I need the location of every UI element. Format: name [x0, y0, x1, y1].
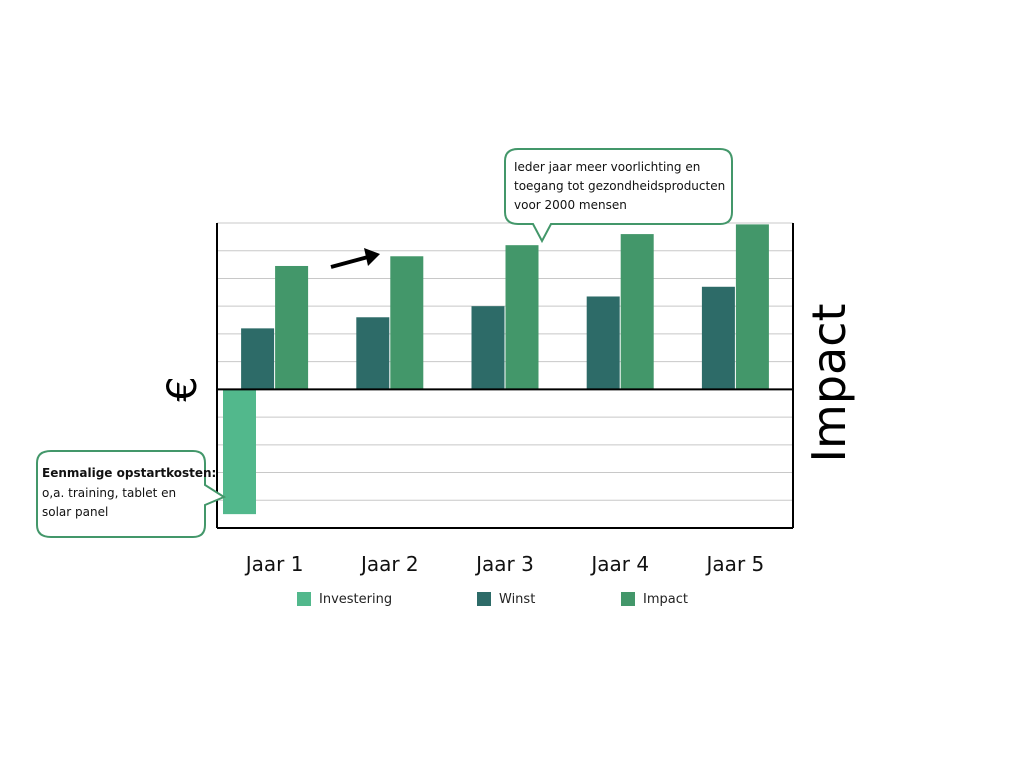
x-tick-label: Jaar 4 — [589, 552, 649, 576]
bar-impact-2 — [390, 256, 424, 390]
legend-swatch-winst — [477, 592, 491, 606]
left-callout-line-1: o,a. training, tablet en — [42, 486, 176, 500]
y-axis-label-right: Impact — [802, 303, 856, 462]
legend-label-impact: Impact — [643, 592, 688, 607]
bar-impact-5 — [735, 224, 769, 390]
x-tick-label: Jaar 1 — [244, 552, 304, 576]
x-tick-label: Jaar 2 — [359, 552, 419, 576]
top-callout-line-3: voor 2000 mensen — [514, 198, 627, 212]
top-callout-line-1: Ieder jaar meer voorlichting en — [514, 160, 700, 174]
bar-winst-4 — [586, 296, 620, 390]
bar-winst-5 — [701, 286, 735, 390]
legend: Investering Winst Impact — [297, 592, 688, 607]
bar-winst-1 — [241, 328, 275, 390]
bar-impact-1 — [275, 265, 309, 390]
legend-swatch-investering — [297, 592, 311, 606]
legend-label-winst: Winst — [499, 592, 535, 607]
legend-swatch-impact — [621, 592, 635, 606]
x-tick-label: Jaar 5 — [705, 552, 765, 576]
bar-investering-1 — [223, 389, 256, 515]
axes — [216, 223, 794, 529]
legend-label-investering: Investering — [319, 592, 392, 607]
x-tick-label: Jaar 3 — [474, 552, 534, 576]
left-callout-title: Eenmalige opstartkosten: — [42, 466, 216, 480]
bar-impact-4 — [620, 234, 654, 390]
bar-winst-2 — [356, 317, 390, 390]
left-callout: Eenmalige opstartkosten: o,a. training, … — [36, 450, 227, 538]
bar-impact-3 — [505, 245, 539, 390]
bar-winst-3 — [471, 306, 505, 390]
top-callout-line-2: toegang tot gezondheidsproducten — [514, 179, 725, 193]
top-callout: Ieder jaar meer voorlichting en toegang … — [504, 148, 733, 244]
trend-arrow-icon — [330, 248, 380, 269]
bars — [223, 224, 769, 515]
x-tick-labels: Jaar 1 Jaar 2 Jaar 3 Jaar 4 Jaar 5 — [244, 552, 765, 576]
left-callout-line-2: solar panel — [42, 505, 108, 519]
y-axis-label-left: € — [160, 376, 206, 401]
